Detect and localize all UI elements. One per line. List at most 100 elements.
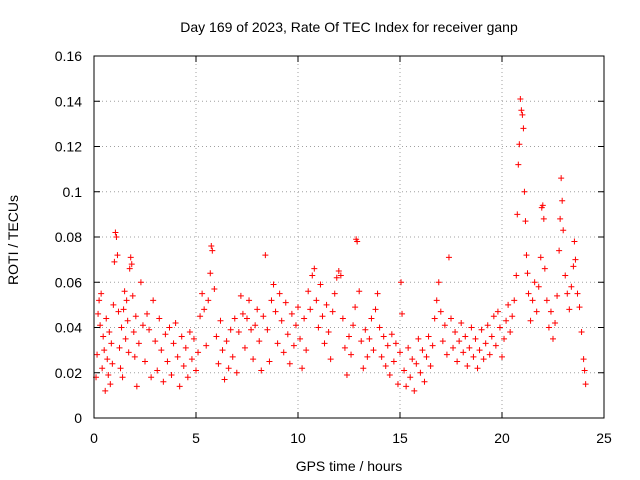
data-point <box>539 202 546 209</box>
data-point <box>559 197 566 204</box>
data-point <box>115 308 122 315</box>
x-axis-ticks: 0 5 10 15 20 25 <box>90 56 612 446</box>
data-point <box>386 372 393 379</box>
data-point <box>560 227 567 234</box>
data-point <box>100 333 107 340</box>
data-point <box>278 317 285 324</box>
data-point <box>547 308 554 315</box>
data-point <box>122 335 129 342</box>
data-point <box>127 254 134 261</box>
data-point <box>117 365 124 372</box>
data-point <box>160 378 167 385</box>
data-point <box>139 322 146 329</box>
data-point <box>550 335 556 342</box>
data-point <box>174 353 181 360</box>
data-point <box>135 340 142 347</box>
data-point <box>276 290 283 297</box>
data-point <box>131 353 138 360</box>
data-point <box>231 315 238 322</box>
data-point <box>517 95 524 102</box>
data-point <box>382 362 389 369</box>
data-point <box>295 304 301 311</box>
data-point <box>237 292 244 299</box>
data-point <box>94 351 101 358</box>
data-point <box>557 215 564 222</box>
data-point <box>564 290 571 297</box>
data-point <box>309 272 316 279</box>
data-point <box>123 297 130 304</box>
data-points <box>93 95 589 394</box>
data-point <box>339 315 346 322</box>
data-point <box>519 111 526 118</box>
data-point <box>499 353 505 360</box>
data-point <box>313 297 320 304</box>
data-point <box>168 372 175 379</box>
data-point <box>572 256 579 263</box>
x-tick-label: 20 <box>494 430 510 446</box>
data-point <box>582 381 589 388</box>
data-point <box>327 356 334 363</box>
data-point <box>323 301 330 308</box>
data-point <box>107 381 114 388</box>
data-point <box>207 270 214 277</box>
data-point <box>156 315 163 322</box>
data-point <box>452 329 459 336</box>
data-point <box>270 281 277 288</box>
data-point <box>96 297 103 304</box>
y-tick-label: 0.04 <box>55 320 82 336</box>
data-point <box>372 306 379 313</box>
data-point <box>195 349 202 356</box>
data-point <box>108 340 115 347</box>
data-point <box>126 265 133 272</box>
data-point <box>566 306 573 313</box>
data-point <box>182 344 189 351</box>
data-point <box>413 360 420 367</box>
data-point <box>533 308 540 315</box>
data-point <box>221 376 228 383</box>
data-point <box>208 243 215 250</box>
data-point <box>337 272 344 279</box>
data-point <box>364 353 371 360</box>
data-point <box>578 329 585 336</box>
data-point <box>403 383 410 390</box>
data-point <box>401 367 408 374</box>
y-tick-label: 0.06 <box>55 274 82 290</box>
data-point <box>523 252 530 259</box>
data-point <box>556 247 563 254</box>
data-point <box>180 362 187 369</box>
data-point <box>543 297 550 304</box>
data-point <box>405 344 412 351</box>
data-point <box>507 329 514 336</box>
data-point <box>227 326 234 333</box>
data-point <box>321 340 328 347</box>
data-point <box>193 367 199 374</box>
data-point <box>229 353 236 360</box>
data-point <box>535 283 542 290</box>
data-point <box>384 342 391 349</box>
data-point <box>297 335 304 342</box>
data-point <box>540 215 547 222</box>
data-point <box>305 288 312 295</box>
data-point <box>419 347 426 354</box>
data-point <box>478 326 485 333</box>
data-point <box>128 261 135 268</box>
data-point <box>106 329 113 336</box>
data-point <box>225 365 232 372</box>
data-point <box>398 279 405 286</box>
data-point <box>439 338 446 345</box>
data-point <box>441 322 448 329</box>
data-point <box>248 326 255 333</box>
data-point <box>166 324 173 331</box>
data-point <box>290 342 297 349</box>
data-point <box>376 324 383 331</box>
data-point <box>356 288 363 295</box>
data-point <box>223 338 230 345</box>
data-point <box>480 356 487 363</box>
data-point <box>522 218 529 225</box>
data-point <box>545 324 552 331</box>
data-point <box>254 306 261 313</box>
y-axis-label: ROTI / TECUs <box>5 195 21 285</box>
grid-lines <box>94 56 604 418</box>
data-point <box>511 297 518 304</box>
